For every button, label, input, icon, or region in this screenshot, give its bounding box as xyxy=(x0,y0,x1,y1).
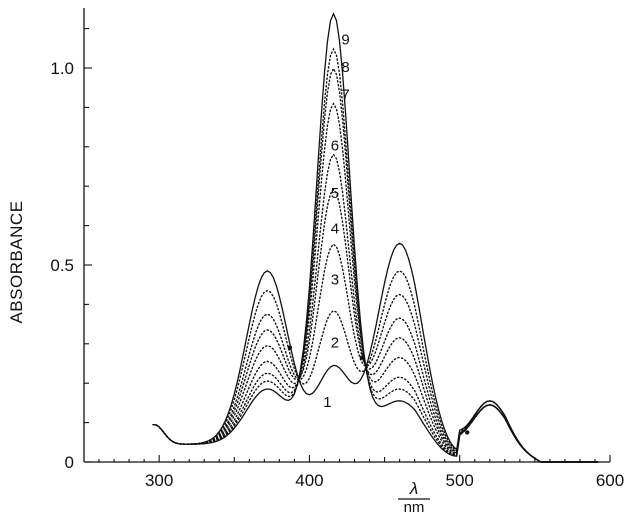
curve-label-6: 6 xyxy=(331,138,339,155)
isosbestic-point xyxy=(359,355,365,360)
isosbestic-point xyxy=(287,345,293,350)
curve-label-7: 7 xyxy=(341,87,349,104)
isosbestic-point xyxy=(465,430,470,435)
y-tick-label: 0.5 xyxy=(50,256,74,275)
spectra-curves xyxy=(152,12,599,463)
x-tick-label: 400 xyxy=(295,471,323,490)
spectrum-curve-5 xyxy=(152,153,599,463)
curve-label-5: 5 xyxy=(331,185,339,202)
x-tick-label: 500 xyxy=(446,471,474,490)
ticks xyxy=(84,28,611,463)
y-axis-label: ABSORBANCE xyxy=(7,200,26,323)
curve-label-9: 9 xyxy=(341,31,349,48)
tick-labels: 300 400 500 600 0 0.5 1.0 xyxy=(50,59,624,490)
curve-label-4: 4 xyxy=(331,220,339,237)
x-axis-label-lambda: λ xyxy=(409,479,418,498)
spectrum-curve-8 xyxy=(152,47,599,463)
y-tick-label: 0 xyxy=(65,453,74,472)
axes xyxy=(83,8,610,463)
x-tick-label: 600 xyxy=(596,471,624,490)
curve-labels: 9 8 7 6 5 4 3 2 1 xyxy=(323,31,349,410)
curve-label-2: 2 xyxy=(331,335,339,352)
curve-label-1: 1 xyxy=(323,394,331,411)
spectrum-curve-2 xyxy=(152,270,599,463)
spectrum-curve-6 xyxy=(152,102,599,463)
y-tick-label: 1.0 xyxy=(50,59,74,78)
curve-label-8: 8 xyxy=(341,59,349,76)
spectrum-curve-9 xyxy=(153,12,598,463)
curve-label-3: 3 xyxy=(331,272,339,289)
x-axis-label-unit: nm xyxy=(404,499,425,513)
x-tick-label: 300 xyxy=(145,471,173,490)
spectrum-curve-3 xyxy=(152,243,599,463)
